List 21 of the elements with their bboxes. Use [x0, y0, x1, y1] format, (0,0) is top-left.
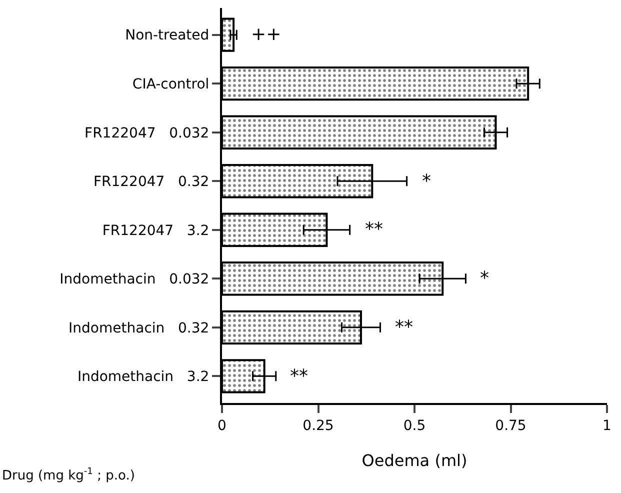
- x-tick-label: 0.25: [302, 418, 334, 434]
- y-tick-label: Indomethacin 3.2: [77, 369, 210, 386]
- x-tick-label: 0: [218, 418, 226, 434]
- annotation: *: [480, 268, 489, 289]
- x-tick-label: 0.75: [495, 418, 526, 434]
- annotation: ++: [251, 24, 282, 45]
- x-tick-label: 0.5: [403, 418, 426, 434]
- y-tick-label: Non-treated: [125, 28, 210, 44]
- y-tick-label: Indomethacin 0.32: [68, 320, 210, 336]
- x-axis-title: Oedema (ml): [362, 451, 468, 470]
- annotation: **: [395, 317, 413, 338]
- y-tick-label: FR122047 3.2: [102, 222, 210, 239]
- annotation: *: [422, 171, 431, 192]
- y-tick-label: Indomethacin 0.032: [60, 272, 210, 288]
- annotation: **: [290, 366, 308, 387]
- text: Drug (mg kg$^{-1}$ ; p.o.): [2, 467, 135, 484]
- x-tick-label: 1: [602, 418, 612, 434]
- y-tick-label: FR122047 0.032: [84, 125, 210, 142]
- y-tick-label: FR122047 0.32: [93, 174, 210, 190]
- annotation: **: [365, 219, 383, 240]
- y-tick-label: CIA-control: [132, 76, 210, 92]
